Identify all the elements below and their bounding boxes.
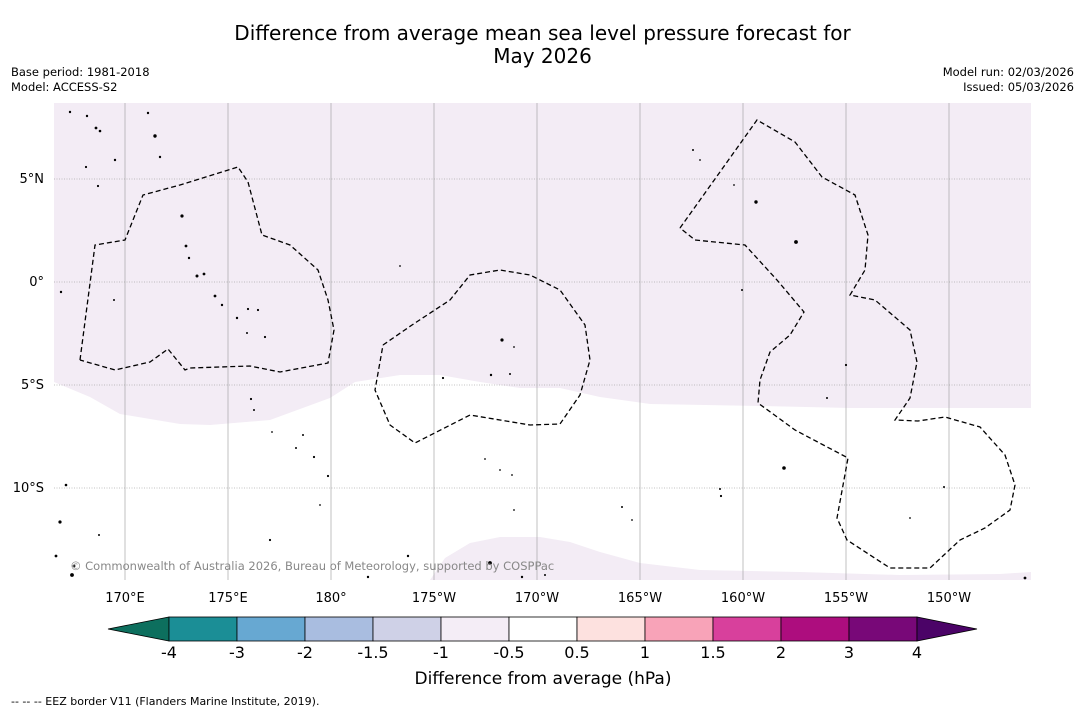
lon-label-175e: 175°E: [208, 591, 248, 606]
colorbar-segment: [712, 616, 782, 642]
colorbar-segments: [168, 616, 918, 642]
lon-label-155w: 155°W: [824, 591, 868, 606]
colorbar-segment: [236, 616, 306, 642]
info-left: Base period: 1981-2018 Model: ACCESS-S2: [11, 65, 150, 95]
colorbar-tick-label: 1: [640, 643, 650, 662]
eez-legend: -- -- -- EEZ border V11 (Flanders Marine…: [11, 695, 320, 708]
lon-label-180: 180°: [315, 591, 346, 606]
issued-date: Issued: 05/03/2026: [963, 80, 1074, 94]
colorbar-title: Difference from average (hPa): [415, 669, 672, 689]
graticule: [54, 178, 1031, 489]
lon-label-150w: 150°W: [927, 591, 971, 606]
latitude-labels: 5°N 0° 5°S 10°S: [13, 172, 44, 496]
map-area: © Commonwealth of Australia 2026, Bureau…: [54, 103, 1031, 580]
lat-label-0: 0°: [29, 275, 44, 290]
info-right: Model run: 02/03/2026 Issued: 05/03/2026: [943, 65, 1074, 95]
colorbar-tick-label: 2: [776, 643, 786, 662]
lon-label-170e: 170°E: [105, 591, 145, 606]
colorbar-tick-label: -1.5: [357, 643, 388, 662]
base-period: Base period: 1981-2018: [11, 65, 150, 79]
colorbar-segment: [780, 616, 850, 642]
eez-border-kiribati-line: [679, 119, 1016, 569]
longitude-labels: 170°E 175°E 180° 175°W 170°W 165°W 160°W…: [105, 591, 971, 606]
chart-title: Difference from average mean sea level p…: [0, 22, 1085, 68]
lon-label-175w: 175°W: [412, 591, 456, 606]
lon-label-170w: 170°W: [515, 591, 559, 606]
eez-borders: [79, 119, 1016, 569]
colorbar-tick-label: 1.5: [700, 643, 725, 662]
colorbar-tick-label: 3: [844, 643, 854, 662]
colorbar-tick-label: 0.5: [564, 643, 589, 662]
colorbar-over-arrow: [916, 616, 978, 642]
colorbar-tick-label: 4: [912, 643, 922, 662]
pressure-anomaly-region-south: [430, 537, 1031, 580]
islands: [54, 110, 1027, 580]
model-run: Model run: 02/03/2026: [942, 65, 1074, 79]
colorbar-segment: [440, 616, 510, 642]
colorbar-tick-label: -2: [297, 643, 313, 662]
colorbar-segment: [848, 616, 918, 642]
title-line-1: Difference from average mean sea level p…: [234, 21, 851, 45]
lat-label-10s: 10°S: [13, 481, 44, 496]
colorbar-under-arrow: [107, 616, 170, 642]
lat-label-5s: 5°S: [21, 378, 44, 393]
lon-label-165w: 165°W: [618, 591, 662, 606]
colorbar-tick-label: -3: [229, 643, 245, 662]
lat-label-5n: 5°N: [20, 172, 45, 187]
colorbar: -4 -3 -2 -1.5 -1 -0.5 0.5 1 1.5 2 3 4 Difference fr…: [107, 616, 978, 689]
copyright-text: © Commonwealth of Australia 2026, Bureau…: [70, 559, 554, 573]
meridians: [124, 103, 950, 580]
colorbar-tick-label: -4: [161, 643, 177, 662]
model-name: Model: ACCESS-S2: [11, 80, 118, 94]
eez-border-kiribati-gilbert: [79, 166, 335, 373]
colorbar-segment: [644, 616, 714, 642]
colorbar-tick-label: -0.5: [493, 643, 524, 662]
lon-label-160w: 160°W: [721, 591, 765, 606]
colorbar-tick-label: -1: [433, 643, 449, 662]
colorbar-segment: [304, 616, 374, 642]
colorbar-segment: [168, 616, 238, 642]
colorbar-segment: [372, 616, 442, 642]
colorbar-segment: [508, 616, 578, 642]
title-line-2: May 2026: [493, 44, 592, 68]
colorbar-segment: [576, 616, 646, 642]
colorbar-tick-labels: -4 -3 -2 -1.5 -1 -0.5 0.5 1 1.5 2 3 4: [161, 643, 922, 662]
pressure-anomaly-region-north: [54, 103, 1031, 425]
